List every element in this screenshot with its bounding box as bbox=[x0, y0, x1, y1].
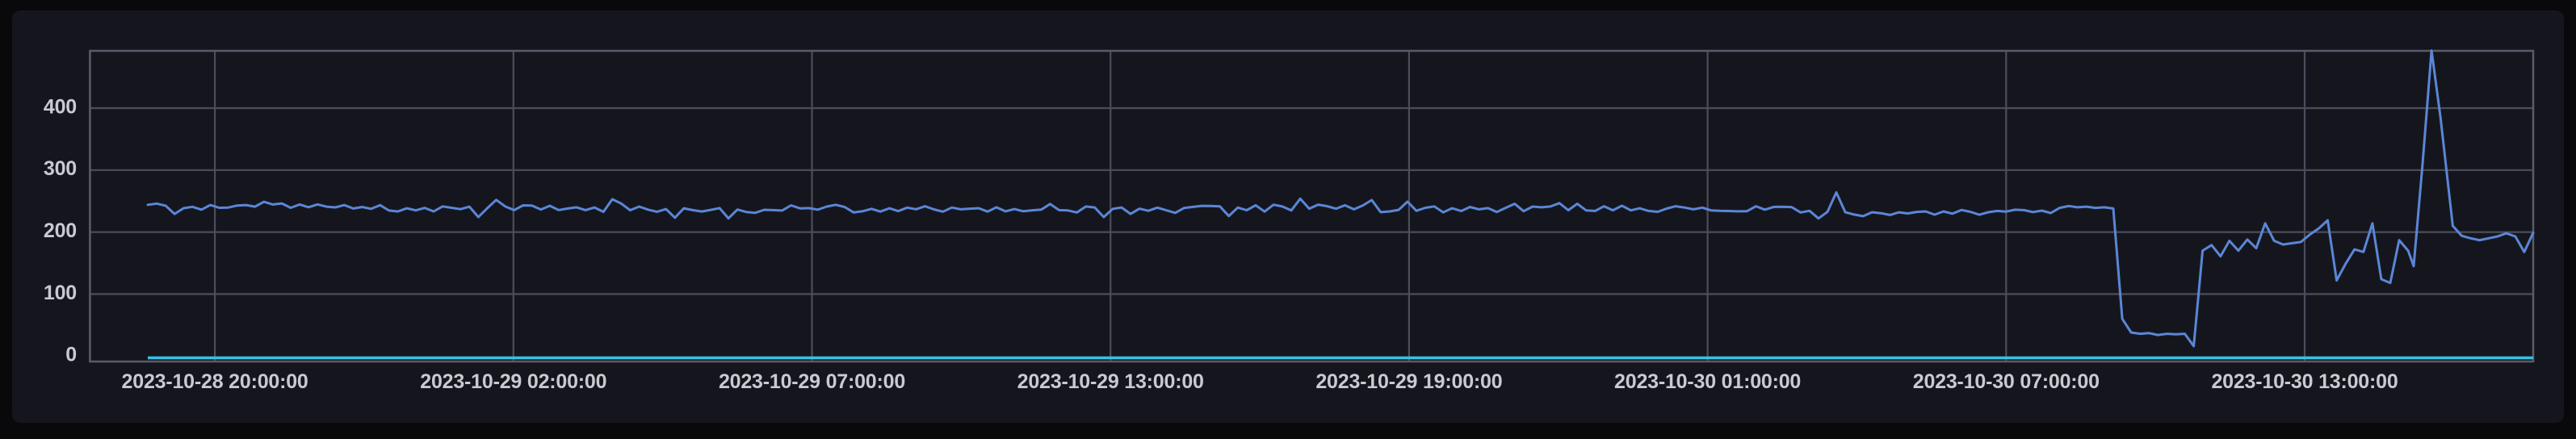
svg-text:2023-10-28 20:00:00: 2023-10-28 20:00:00 bbox=[122, 370, 308, 393]
svg-text:2023-10-29 02:00:00: 2023-10-29 02:00:00 bbox=[420, 370, 606, 393]
svg-text:2023-10-30 01:00:00: 2023-10-30 01:00:00 bbox=[1614, 370, 1801, 393]
svg-text:300: 300 bbox=[44, 157, 77, 180]
svg-text:200: 200 bbox=[44, 220, 77, 242]
svg-text:400: 400 bbox=[44, 95, 77, 118]
svg-text:100: 100 bbox=[44, 282, 77, 304]
svg-text:2023-10-30 13:00:00: 2023-10-30 13:00:00 bbox=[2211, 370, 2398, 393]
svg-text:0: 0 bbox=[65, 344, 77, 366]
svg-text:2023-10-29 13:00:00: 2023-10-29 13:00:00 bbox=[1017, 370, 1204, 393]
svg-text:2023-10-29 19:00:00: 2023-10-29 19:00:00 bbox=[1315, 370, 1502, 393]
svg-text:2023-10-30 07:00:00: 2023-10-30 07:00:00 bbox=[1913, 370, 2100, 393]
svg-text:2023-10-29 07:00:00: 2023-10-29 07:00:00 bbox=[719, 370, 905, 393]
